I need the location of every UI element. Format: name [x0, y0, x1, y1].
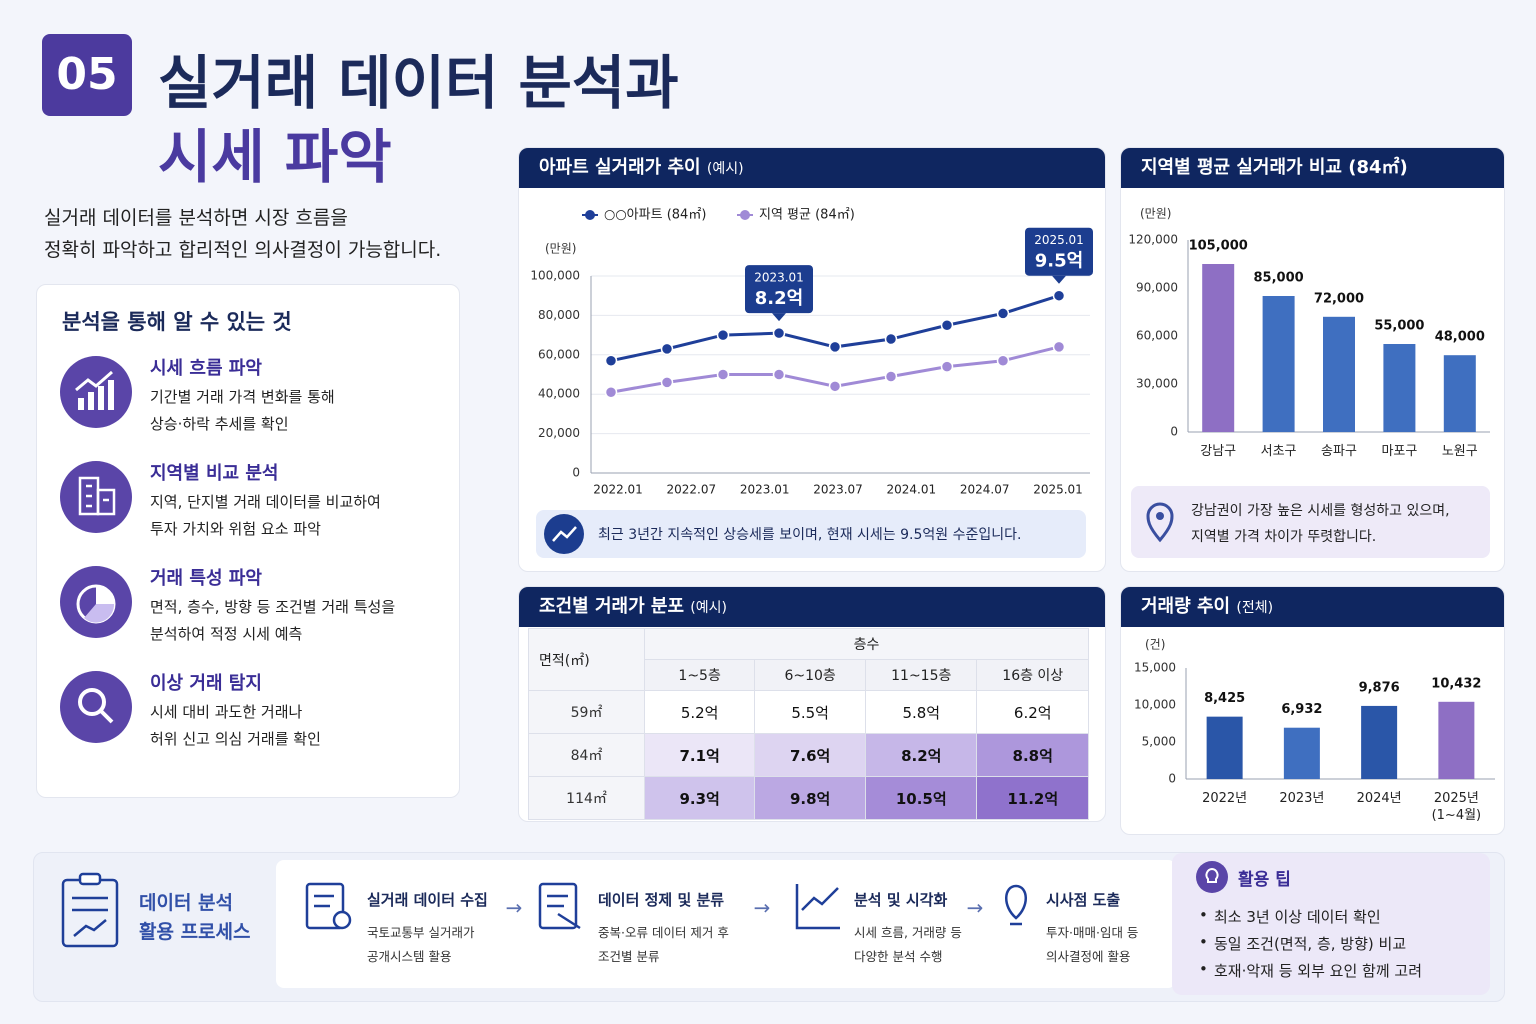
x-tick-label: 강남구 [1200, 444, 1237, 459]
insight-text: 면적, 층수, 방향 등 조건별 거래 특성을 [150, 598, 396, 616]
card-title: 조건별 거래가 분포 [539, 596, 685, 617]
card-title: 아파트 실거래가 추이 [539, 157, 701, 178]
insight-title: 이상 거래 탐지 [150, 673, 262, 694]
table-cell: 6.2억 [976, 690, 1089, 734]
page-title: 실거래 데이터 분석과 [158, 49, 679, 117]
x-tick-label: 2024년 [1356, 791, 1402, 806]
step-text: 다양한 분석 수행 [854, 949, 943, 964]
table-row: 114㎡ 9.3억 9.8억 10.5억 11.2억 [527, 776, 1089, 820]
card-title: 지역별 평균 실거래가 비교 (84㎡) [1141, 157, 1408, 178]
x-tick-label: 송파구 [1321, 444, 1357, 459]
table-cell: 10.5억 [865, 776, 978, 820]
step-text: 공개시스템 활용 [367, 949, 452, 964]
page-title: 시세 파악 [158, 123, 392, 191]
insight-text: 지역, 단지별 거래 데이터를 비교하여 [150, 493, 381, 511]
x-tick-label: 마포구 [1381, 444, 1418, 459]
step-title: 데이터 정제 및 분류 [598, 891, 725, 909]
step-text: 중복·오류 데이터 제거 후 [598, 925, 729, 940]
insight-text: 투자 가치와 위험 요소 파악 [150, 520, 321, 538]
note-box [536, 510, 1086, 558]
price-trend-card: 아파트 실거래가 추이 (예시) [518, 147, 1106, 572]
insight-title: 거래 특성 파악 [150, 568, 262, 589]
intro: 정확히 파악하고 합리적인 의사결정이 가능합니다. [44, 239, 442, 261]
step-text: 투자·매매·임대 등 [1046, 925, 1139, 940]
tip-item: 호재·악재 등 외부 요인 함께 고려 [1214, 962, 1423, 980]
table-row: 면적(㎡) 층수 [527, 628, 1089, 691]
column-group: 층수 [644, 628, 1089, 660]
note: 지역별 가격 차이가 뚜렷합니다. [1191, 529, 1377, 545]
insight-text: 시세 대비 과도한 거래나 [150, 703, 303, 721]
tip-item: 최소 3년 이상 데이터 확인 [1214, 908, 1381, 926]
card-header: 조건별 거래가 분포 (예시) [519, 587, 1105, 627]
x-tick-label: 2025년 (1~4월) [1431, 791, 1482, 823]
process-title: 활용 프로세스 [139, 921, 251, 943]
table-cell: 5.8억 [865, 690, 978, 734]
section-number: 05 [42, 34, 132, 116]
column-header: 6~10층 [754, 659, 867, 691]
card-subtitle: (예시) [706, 161, 744, 177]
table-cell: 7.6억 [754, 733, 867, 777]
note: 최근 3년간 지속적인 상승세를 보이며, 현재 시세는 9.5억원 수준입니다… [598, 527, 1022, 543]
card-header: 거래량 추이 (전체) [1121, 587, 1504, 627]
insight-text: 상승·하락 추세를 확인 [150, 415, 289, 433]
tip-bullet: • [1199, 960, 1208, 978]
insight-title: 지역별 비교 분석 [150, 463, 279, 484]
process-panel [276, 860, 1176, 988]
insights-title: 분석을 통해 알 수 있는 것 [62, 310, 292, 334]
column-header: 11~15층 [865, 659, 978, 691]
table-cell: 8.2억 [865, 733, 978, 777]
x-tick-label: 2022년 [1202, 791, 1248, 806]
insight-text: 기간별 거래 가격 변화를 통해 [150, 388, 335, 406]
table-cell: 7.1억 [644, 733, 756, 777]
table-cell: 5.5억 [754, 690, 867, 734]
note-box [1131, 486, 1490, 558]
step-title: 시사점 도출 [1046, 891, 1121, 909]
table-cell: 9.3억 [644, 776, 756, 820]
tips-title: 활용 팁 [1238, 870, 1291, 890]
x-tick-label: 노원구 [1441, 444, 1478, 459]
column-header: 16층 이상 [976, 659, 1089, 691]
x-tick-label: 서초구 [1260, 444, 1297, 459]
process-title: 데이터 분석 [139, 892, 234, 914]
intro: 실거래 데이터를 분석하면 시장 흐름을 [44, 207, 348, 229]
table-row: 59㎡ 5.2억 5.5억 5.8억 6.2억 [527, 690, 1089, 734]
row-label: 59㎡ [527, 690, 646, 734]
step-text: 의사결정에 활용 [1046, 949, 1131, 964]
row-header: 면적(㎡) [527, 628, 646, 691]
step-text: 시세 흐름, 거래량 등 [854, 925, 962, 940]
card-subtitle: (전체) [1236, 600, 1274, 616]
note: 강남권이 가장 높은 시세를 형성하고 있으며, [1191, 503, 1450, 519]
step-title: 분석 및 시각화 [854, 891, 948, 909]
row-label: 114㎡ [527, 776, 646, 820]
column-header: 1~5층 [644, 659, 756, 691]
tip-bullet: • [1199, 933, 1208, 951]
step-title: 실거래 데이터 수집 [367, 891, 488, 909]
table-cell: 11.2억 [976, 776, 1089, 820]
distribution-table: 면적(㎡) 층수 1~5층 6~10층 11~15층 16층 이상 59㎡ 5.2억 5.5억 5… [527, 628, 1089, 820]
tip-item: 동일 조건(면적, 층, 방향) 비교 [1214, 935, 1407, 953]
step-text: 국토교통부 실거래가 [367, 925, 475, 940]
table-cell: 9.8억 [754, 776, 867, 820]
insight-text: 분석하여 적정 시세 예측 [150, 625, 303, 643]
card-header: 지역별 평균 실거래가 비교 (84㎡) [1121, 148, 1504, 188]
table-cell: 5.2억 [644, 690, 756, 734]
card-title: 거래량 추이 [1141, 596, 1231, 617]
row-label: 84㎡ [527, 733, 646, 777]
tip-bullet: • [1199, 906, 1208, 924]
card-subtitle: (예시) [690, 600, 727, 616]
insight-title: 시세 흐름 파악 [150, 358, 262, 379]
card-header: 아파트 실거래가 추이 (예시) [519, 148, 1105, 188]
x-tick-label: 2023년 [1279, 791, 1325, 806]
step-text: 조건별 분류 [598, 949, 660, 964]
table-cell: 8.8억 [976, 733, 1089, 777]
insight-text: 허위 신고 의심 거래를 확인 [150, 730, 321, 748]
table-row: 84㎡ 7.1억 7.6억 8.2억 8.8억 [527, 733, 1089, 777]
